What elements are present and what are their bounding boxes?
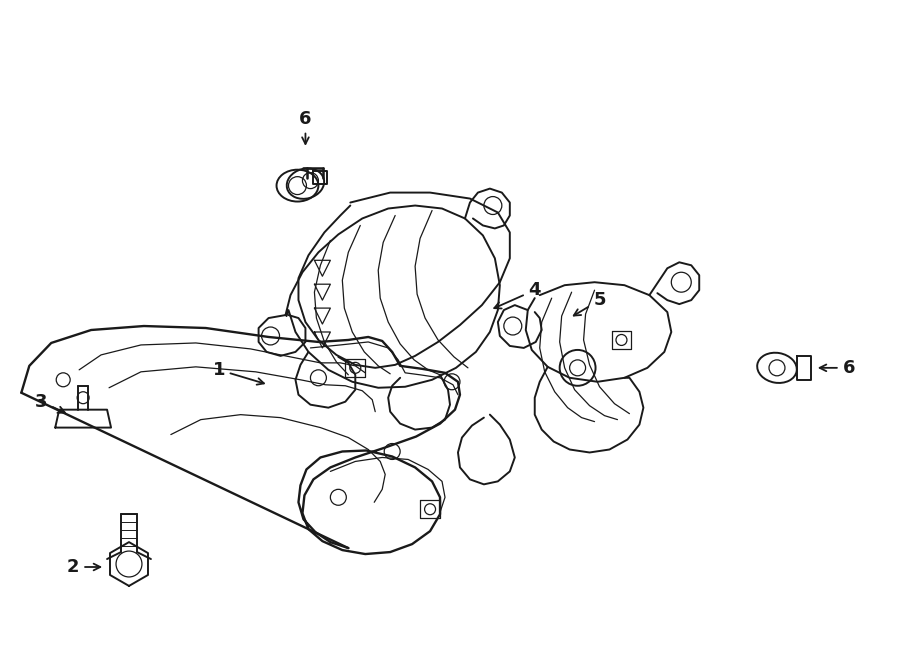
Text: 5: 5 (573, 291, 606, 315)
Text: 2: 2 (67, 558, 100, 576)
Text: 4: 4 (494, 281, 541, 309)
Text: 1: 1 (212, 361, 264, 385)
Text: 6: 6 (820, 359, 855, 377)
Text: 3: 3 (35, 393, 65, 413)
Text: 6: 6 (299, 110, 311, 144)
